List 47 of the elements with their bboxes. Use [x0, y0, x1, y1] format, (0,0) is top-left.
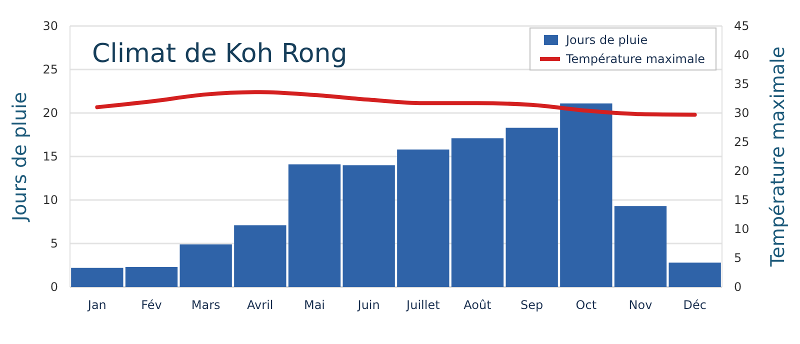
y-tick-label: 15 — [42, 150, 58, 164]
bar — [506, 128, 558, 287]
y-tick-label: 20 — [42, 106, 58, 120]
y2-tick-label: 0 — [734, 280, 742, 294]
y2-tick-label: 15 — [734, 193, 750, 208]
y2-tick-label: 40 — [734, 48, 750, 62]
bar — [180, 244, 232, 287]
legend-label: Jours de pluie — [565, 33, 648, 48]
bar — [342, 165, 395, 287]
y2-tick-label: 45 — [734, 19, 750, 34]
bar — [397, 150, 450, 287]
bar — [71, 268, 124, 287]
y-tick-label: 10 — [42, 193, 58, 208]
x-tick-label: Sep — [520, 298, 544, 312]
x-tick-label: Oct — [576, 298, 597, 312]
bar — [614, 206, 667, 287]
y-axis-title: Jours de pluie — [9, 92, 31, 222]
bar — [288, 164, 341, 287]
x-tick-label: Août — [464, 298, 492, 312]
bar — [125, 266, 178, 287]
x-tick-label: Avril — [247, 298, 274, 312]
y2-tick-label: 20 — [734, 164, 750, 178]
bar — [234, 225, 286, 287]
y2-tick-label: 10 — [734, 222, 750, 236]
y2-tick-label: 25 — [734, 135, 750, 150]
line-series — [95, 90, 697, 117]
x-tick-label: Jan — [86, 298, 106, 312]
bar — [668, 262, 721, 287]
x-tick-label: Déc — [683, 298, 706, 312]
text: Climat de Koh Rong — [92, 39, 348, 69]
y-tick-label: 25 — [42, 62, 58, 77]
y-tick-label: 0 — [50, 280, 58, 294]
legend-label: Température maximale — [565, 52, 706, 66]
bar — [560, 103, 612, 287]
x-tick-label: Juillet — [406, 298, 440, 312]
x-tick-label: Fév — [141, 298, 162, 312]
y2-tick-label: 5 — [734, 251, 742, 266]
y2-tick-label: 30 — [734, 106, 750, 120]
y-tick-label: 5 — [50, 236, 58, 251]
x-tick-label: Juin — [356, 298, 380, 312]
y-tick-label: 30 — [42, 19, 58, 34]
y2-tick-label: 35 — [734, 77, 750, 92]
x-tick-label: Mars — [191, 298, 220, 312]
x-tick-label: Nov — [628, 298, 652, 312]
bar — [451, 138, 504, 287]
x-tick-label: Mai — [304, 298, 326, 312]
y2-axis-title: Température maximale — [767, 46, 789, 268]
